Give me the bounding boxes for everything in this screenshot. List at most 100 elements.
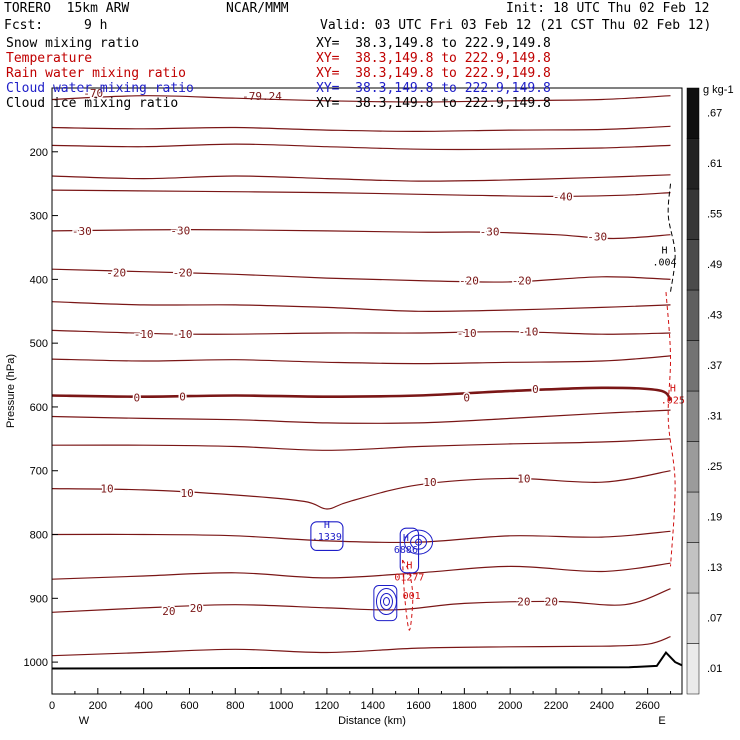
legend-entry-name: Snow mixing ratio	[6, 36, 140, 51]
temperature-contour-label: -20	[512, 275, 532, 288]
temperature-contour-label: 0	[179, 391, 186, 404]
colorbar-swatch	[686, 390, 700, 442]
temperature-contour-label: -20	[459, 275, 479, 288]
rain-contour	[665, 292, 676, 567]
legend-entry-name: Cloud ice mixing ratio	[6, 96, 179, 111]
temperature-contour-line	[51, 329, 671, 335]
temperature-contour-label: -10	[173, 328, 193, 341]
colorbar-label: .19	[707, 511, 722, 523]
colorbar-swatch	[686, 87, 700, 139]
colorbar-label: .13	[707, 562, 722, 574]
colorbar-label: .55	[707, 208, 722, 220]
temperature-contour-line	[51, 355, 671, 365]
snow-mixing-layer: H.004	[652, 183, 677, 293]
cloud-water-contour	[415, 538, 423, 546]
temperature-contour-line	[51, 95, 671, 103]
colorbar: .01 .07 .13 .19 .25 .31 .37 .43 .49 .55 .61 .67 g kg…	[686, 84, 734, 695]
temperature-contour-label: -10	[519, 326, 539, 339]
y-tick-label: 800	[30, 530, 48, 542]
colorbar-swatch	[686, 643, 700, 695]
legend-entry-xy: XY= 38.3,149.8 to 222.9,149.8	[316, 81, 551, 96]
x-tick-label: 2400	[590, 700, 614, 712]
west-label: W	[79, 715, 90, 727]
rain-high-marker: H	[670, 383, 676, 394]
colorbar-label: .07	[707, 612, 722, 624]
rain-max-label: 001	[403, 591, 421, 602]
valid-time: Valid: 03 UTC Fri 03 Feb 12 (21 CST Thu …	[320, 18, 712, 33]
y-tick-label: 900	[30, 593, 48, 605]
cloud-water-max-label: .1339	[312, 532, 342, 543]
cloud-water-contour	[404, 529, 434, 555]
temperature-contour-label: 20	[517, 596, 530, 609]
cloud-water-max-label: 6886	[394, 545, 418, 556]
x-tick-label: 2600	[635, 700, 659, 712]
axes-layer: 0 200 400 600 800 1000 1200 1400 1600 1800 2000 220…	[5, 87, 683, 727]
temperature-contour-label: -20	[106, 266, 126, 279]
y-tick-label: 700	[30, 466, 48, 478]
x-tick-label: 1400	[360, 700, 384, 712]
temperature-contour-line	[51, 228, 671, 240]
rain-max-label: .025	[661, 395, 685, 406]
temperature-contour-label: 10	[517, 472, 530, 485]
y-tick-label: 600	[30, 402, 48, 414]
cloud-water-high-marker: H	[403, 533, 409, 544]
temperature-contour-line	[51, 588, 671, 613]
temperature-contour-label: 0	[463, 391, 470, 404]
legend-entry-xy: XY= 38.3,149.8 to 222.9,149.8	[316, 51, 551, 66]
temperature-contour-label: 0	[133, 391, 140, 404]
y-tick-label: 500	[30, 338, 48, 350]
y-axis-label: Pressure (hPa)	[5, 354, 17, 428]
temperature-contour-line	[51, 174, 671, 182]
y-tick-label: 400	[30, 274, 48, 286]
y-tick-label: 300	[30, 211, 48, 223]
cloud-water-contour	[373, 585, 398, 622]
temperature-contour-label: -30	[587, 231, 607, 244]
cloud-water-contour	[379, 593, 393, 611]
rain-high-marker: H	[406, 561, 412, 572]
temperature-contour-line	[51, 438, 671, 451]
temperature-contour-line	[51, 189, 671, 198]
legend-entry-xy: XY= 38.3,149.8 to 222.9,149.8	[316, 36, 551, 51]
cloud-water-high-marker: H	[324, 520, 330, 531]
colorbar-swatch	[686, 491, 700, 543]
x-tick-label: 0	[49, 700, 55, 712]
temperature-contour-label: 20	[190, 602, 203, 615]
temperature-contour-line	[51, 301, 671, 312]
temperature-contour-label: 20	[162, 605, 175, 618]
terrain-layer	[51, 650, 683, 670]
colorbar-label: .49	[707, 259, 722, 271]
terrain-surface-line	[51, 650, 683, 670]
cloud-water-contour	[310, 521, 344, 552]
temperature-contour-label: -20	[173, 266, 193, 279]
colorbar-label: .61	[707, 158, 722, 170]
snow-high-marker: H	[662, 246, 668, 257]
colorbar-swatch	[686, 542, 700, 594]
colorbar-swatch	[686, 340, 700, 392]
colorbar-unit: g kg-1	[703, 84, 734, 96]
colorbar-swatch	[686, 289, 700, 341]
colorbar-label: .25	[707, 461, 722, 473]
temperature-contour-label: -70	[83, 87, 103, 100]
legend-entry-xy: XY= 38.3,149.8 to 222.9,149.8	[316, 96, 551, 111]
snow-max-label: .004	[652, 258, 676, 269]
temperature-contour-line	[51, 143, 671, 151]
temperature-contour-line	[51, 470, 671, 510]
x-tick-label: 1600	[406, 700, 430, 712]
x-tick-label: 600	[180, 700, 198, 712]
temperature-contour-label: 20	[545, 596, 558, 609]
colorbar-label: .37	[707, 360, 722, 372]
x-tick-label: 1800	[452, 700, 476, 712]
x-tick-label: 400	[134, 700, 152, 712]
rain-contour	[402, 559, 414, 631]
temperature-contour-layer: -70 -40 -30 -30 -30 -30 -20 -20 -20 -20 -10 -10 -10 -…	[51, 86, 672, 657]
temperature-contour-label: -40	[553, 190, 573, 203]
temperature-contour-line	[51, 409, 671, 424]
cloud-water-contour	[410, 534, 428, 550]
x-axis-label: Distance (km)	[338, 715, 406, 727]
legend-entry-name: Cloud water mixing ratio	[6, 81, 194, 96]
colorbar-swatch	[686, 138, 700, 190]
temperature-contour-line	[51, 636, 671, 657]
